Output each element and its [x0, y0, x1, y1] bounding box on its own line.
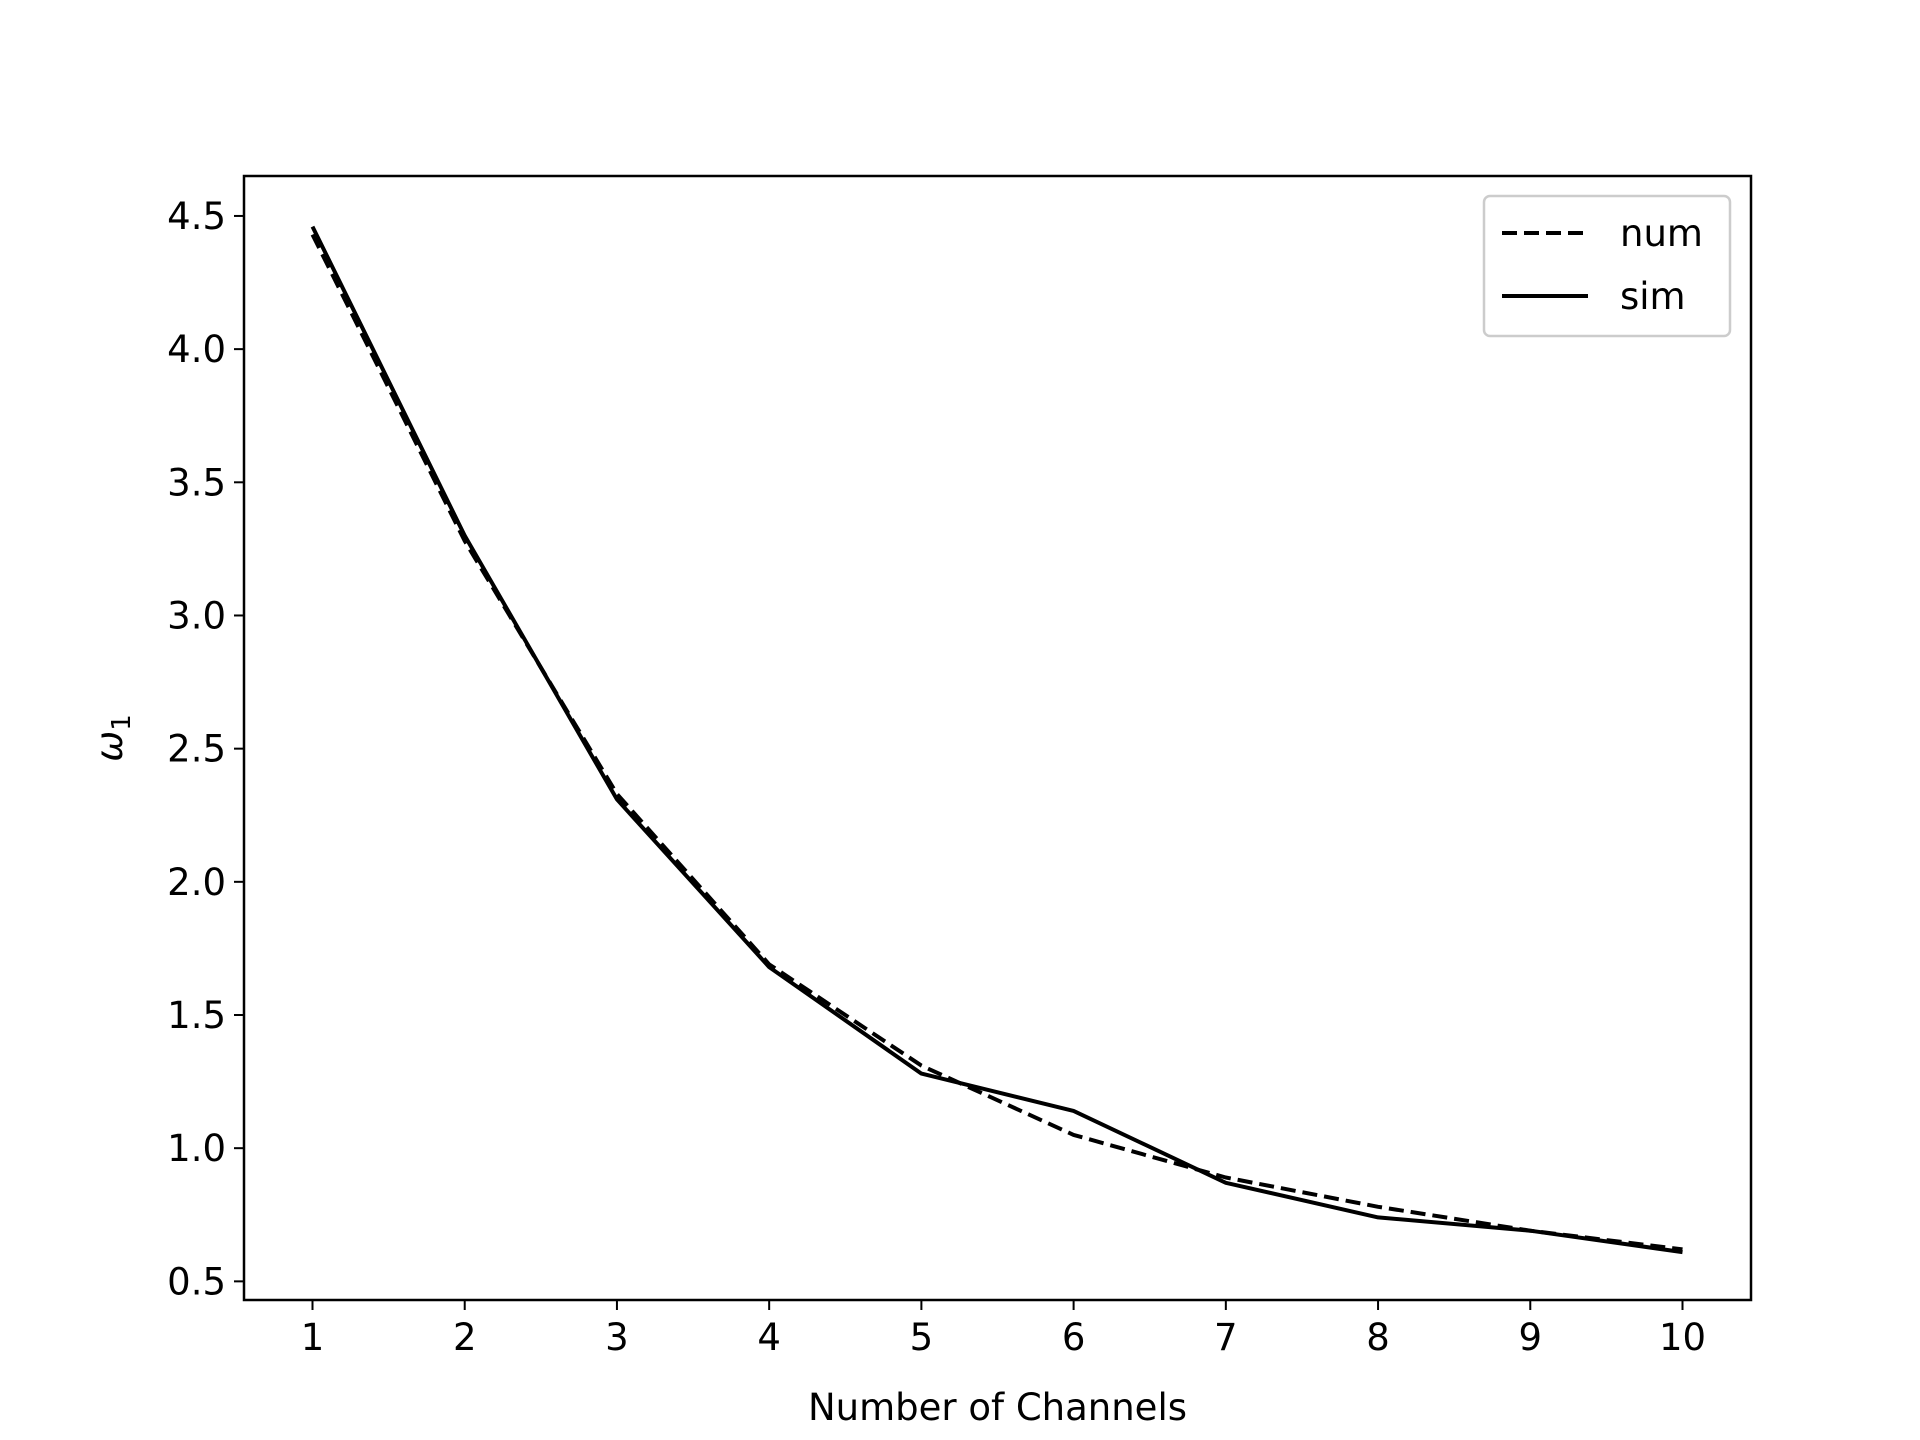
y-tick-label: 3.0: [167, 594, 226, 637]
y-tick-label: 4.0: [167, 328, 226, 371]
y-axis-label-subscript: 1: [107, 714, 137, 731]
y-tick-label: 3.5: [167, 461, 226, 504]
legend-box: [1482, 194, 1732, 338]
legend: num sim: [1482, 194, 1732, 338]
x-tick-label: 6: [1062, 1316, 1086, 1359]
x-axis-ticks: 1 2 3 4 5 6 7 8 9 10: [301, 1300, 1706, 1359]
series-layer: [310, 225, 1683, 1255]
x-tick-label: 4: [757, 1316, 781, 1359]
x-tick-label: 9: [1519, 1316, 1543, 1359]
x-tick-label: 10: [1659, 1316, 1706, 1359]
y-tick-label: 1.0: [167, 1127, 226, 1170]
x-tick-label: 7: [1214, 1316, 1238, 1359]
y-axis-label-symbol: ω: [88, 731, 131, 762]
y-tick-label: 0.5: [167, 1260, 226, 1303]
y-axis-ticks: 0.5 1.0 1.5 2.0 2.5 3.0 3.5 4.0 4.5: [167, 195, 244, 1303]
plot-frame: [242, 174, 1753, 1302]
y-tick-label: 1.5: [167, 994, 226, 1037]
x-tick-label: 5: [910, 1316, 934, 1359]
y-tick-label: 4.5: [167, 195, 226, 238]
y-tick-label: 2.0: [167, 861, 226, 904]
x-tick-label: 3: [605, 1316, 629, 1359]
legend-label-sim: sim: [1620, 275, 1686, 318]
y-tick-label: 2.5: [167, 728, 226, 771]
y-axis-label: ω1: [88, 714, 137, 762]
series-sim-line: [310, 225, 1683, 1255]
x-axis-label: Number of Channels: [808, 1386, 1187, 1429]
x-tick-label: 8: [1366, 1316, 1390, 1359]
legend-label-num: num: [1620, 212, 1703, 255]
x-tick-label: 1: [301, 1316, 325, 1359]
x-tick-label: 2: [453, 1316, 477, 1359]
